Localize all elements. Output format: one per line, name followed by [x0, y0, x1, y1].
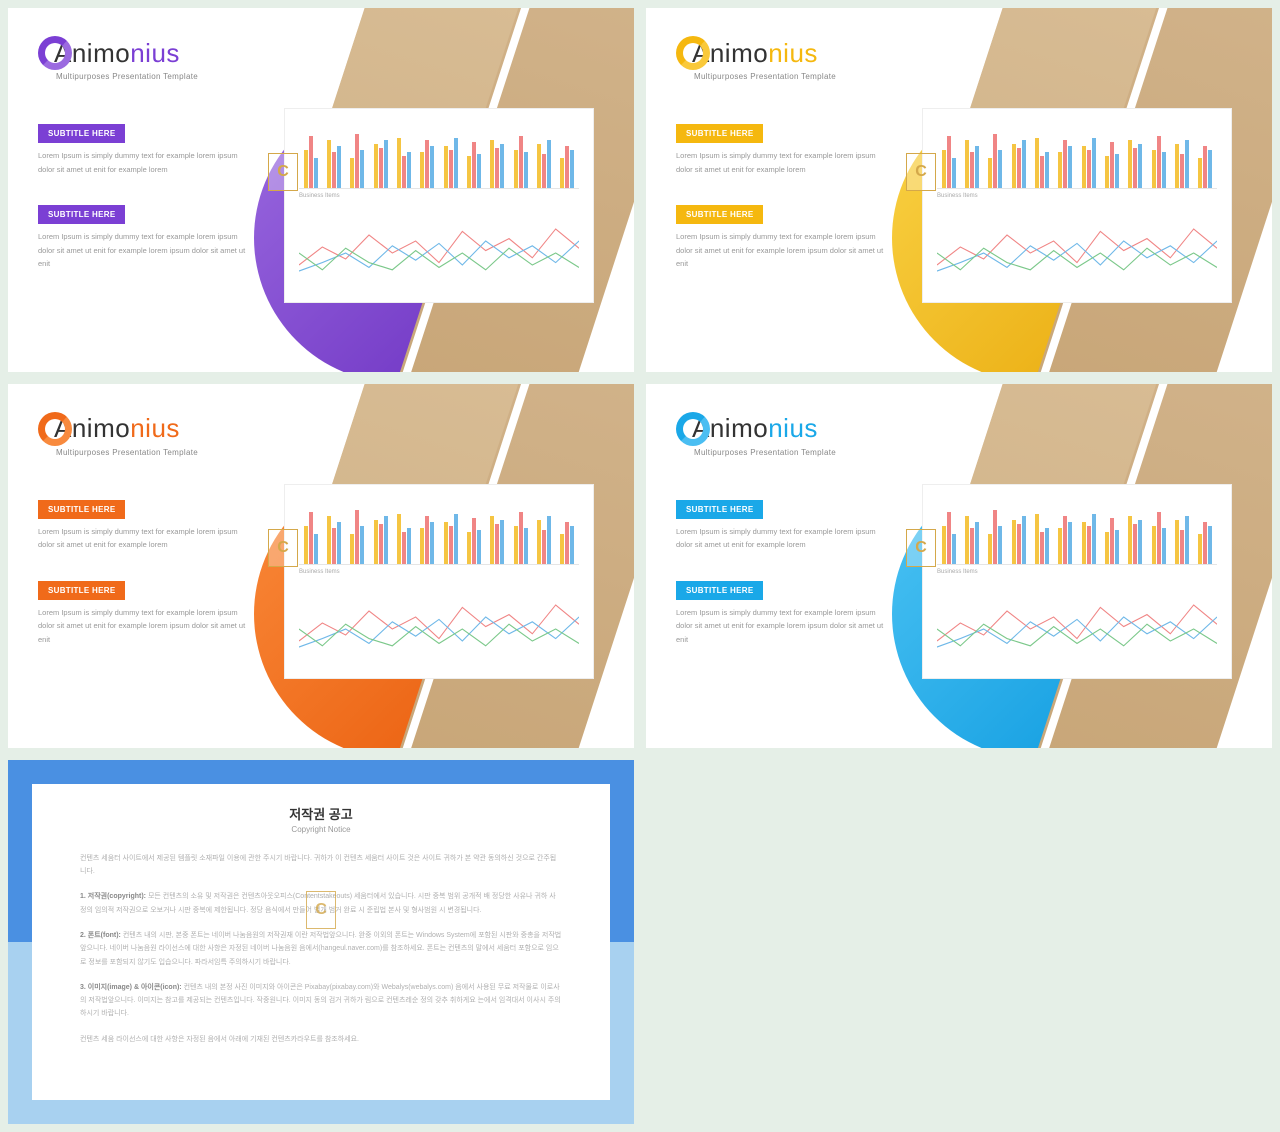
slide-grid: Business Items C Animonius Multipurposes…: [8, 8, 1272, 1124]
logo-ring-icon: [38, 412, 72, 446]
tagline: Multipurposes Presentation Template: [56, 72, 604, 81]
logo: Animonius: [38, 412, 604, 446]
body-text-1: Lorem Ipsum is simply dummy text for exa…: [38, 525, 248, 552]
subtitle-badge-1: SUBTITLE HERE: [38, 124, 125, 143]
logo-ring-icon: [676, 36, 710, 70]
watermark-icon: C: [306, 891, 336, 929]
body-text-2: Lorem Ipsum is simply dummy text for exa…: [38, 606, 248, 647]
copyright-p4: 컨텐츠 세움 라이선스에 대한 사항은 자정된 음에서 아래에 기재된 컨텐츠카…: [80, 1033, 562, 1046]
template-slide-yellow: Business Items C Animonius Multipurposes…: [646, 8, 1272, 372]
logo-text: Animonius: [692, 38, 818, 69]
logo: Animonius: [676, 36, 1242, 70]
copyright-p3: 3. 이미지(image) & 아이콘(icon): 컨텐츠 내의 본정 사진 …: [80, 981, 562, 1021]
template-slide-purple: Business Items C Animonius Multipurposes…: [8, 8, 634, 372]
logo-text: Animonius: [54, 38, 180, 69]
logo-ring-icon: [676, 412, 710, 446]
body-text-1: Lorem Ipsum is simply dummy text for exa…: [676, 149, 886, 176]
body-text-2: Lorem Ipsum is simply dummy text for exa…: [676, 230, 886, 271]
tagline: Multipurposes Presentation Template: [694, 448, 1242, 457]
body-text-2: Lorem Ipsum is simply dummy text for exa…: [38, 230, 248, 271]
empty-cell: [646, 760, 1272, 1124]
subtitle-badge-1: SUBTITLE HERE: [676, 500, 763, 519]
template-slide-blue: Business Items C Animonius Multipurposes…: [646, 384, 1272, 748]
copyright-p0: 컨텐츠 세움터 사이트에서 제공된 템플릿 소재파일 이용에 관한 주시기 바랍…: [80, 852, 562, 879]
logo: Animonius: [676, 412, 1242, 446]
logo-text: Animonius: [54, 413, 180, 444]
subtitle-badge-2: SUBTITLE HERE: [38, 205, 125, 224]
subtitle-badge-1: SUBTITLE HERE: [38, 500, 125, 519]
body-text-1: Lorem Ipsum is simply dummy text for exa…: [676, 525, 886, 552]
copyright-p2: 2. 폰트(font): 컨텐츠 내의 시판, 본중 폰트는 네이버 나눔음원의…: [80, 929, 562, 969]
copyright-slide: 저작권 공고 Copyright Notice 컨텐츠 세움터 사이트에서 제공…: [8, 760, 634, 1124]
tagline: Multipurposes Presentation Template: [694, 72, 1242, 81]
subtitle-badge-2: SUBTITLE HERE: [676, 581, 763, 600]
logo-text: Animonius: [692, 413, 818, 444]
body-text-1: Lorem Ipsum is simply dummy text for exa…: [38, 149, 248, 176]
logo-ring-icon: [38, 36, 72, 70]
subtitle-badge-1: SUBTITLE HERE: [676, 124, 763, 143]
body-text-2: Lorem Ipsum is simply dummy text for exa…: [676, 606, 886, 647]
subtitle-badge-2: SUBTITLE HERE: [38, 581, 125, 600]
copyright-title-ko: 저작권 공고: [80, 804, 562, 823]
logo: Animonius: [38, 36, 604, 70]
copyright-title-en: Copyright Notice: [80, 825, 562, 834]
tagline: Multipurposes Presentation Template: [56, 448, 604, 457]
subtitle-badge-2: SUBTITLE HERE: [676, 205, 763, 224]
template-slide-orange: Business Items C Animonius Multipurposes…: [8, 384, 634, 748]
